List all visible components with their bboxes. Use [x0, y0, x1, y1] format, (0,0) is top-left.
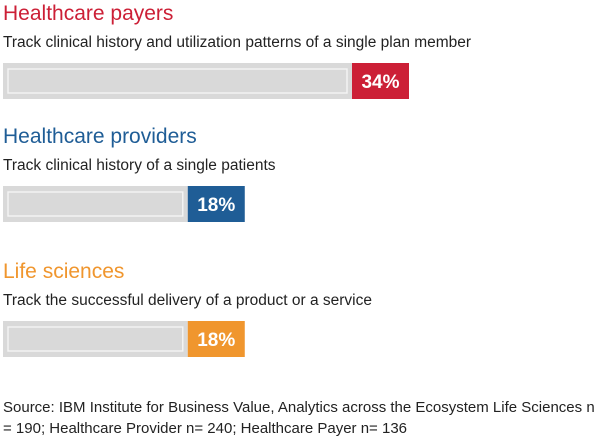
section-description: Track clinical history of a single patie…	[3, 157, 276, 174]
value-box	[187, 186, 245, 222]
bar-track-frame	[7, 68, 348, 94]
section-description: Track the successful delivery of a produ…	[3, 292, 372, 309]
value-box	[352, 63, 409, 99]
section-description: Track clinical history and utilization p…	[3, 34, 471, 51]
section-title: Healthcare payers	[3, 2, 173, 25]
bar-track-frame	[7, 326, 184, 352]
section-title: Healthcare providers	[3, 125, 197, 148]
value-label: 18%	[197, 330, 235, 351]
bar-track-frame	[7, 191, 184, 217]
value-box	[187, 321, 245, 357]
value-label: 34%	[361, 72, 399, 93]
section-title: Life sciences	[3, 260, 124, 283]
source-note: Source: IBM Institute for Business Value…	[3, 399, 595, 437]
value-label: 18%	[197, 195, 235, 216]
